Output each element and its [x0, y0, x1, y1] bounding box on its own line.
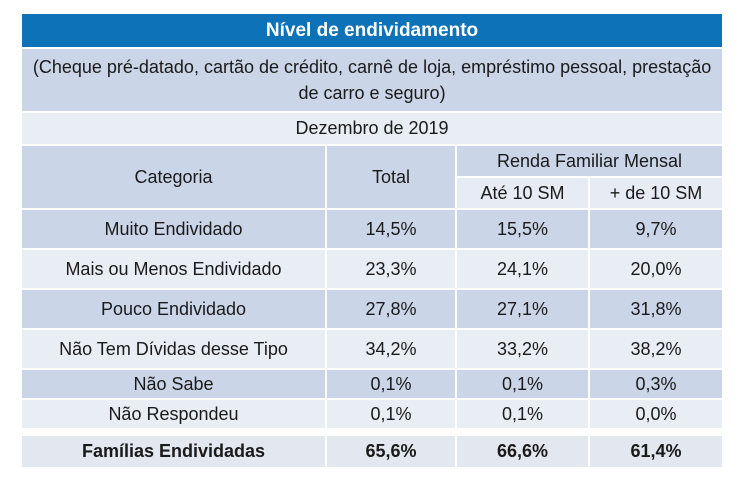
- row-label: Famílias Endividadas: [22, 436, 325, 467]
- summary-row: Famílias Endividadas 65,6% 66,6% 61,4%: [22, 436, 723, 467]
- table-row: Mais ou Menos Endividado 23,3% 24,1% 20,…: [22, 250, 723, 288]
- row-separator: [22, 430, 722, 434]
- spacer: [22, 430, 722, 434]
- cell-mais-10-sm: 61,4%: [590, 436, 723, 467]
- column-header-mais-de-10-sm: + de 10 SM: [590, 178, 723, 208]
- cell-ate-10-sm: 33,2%: [457, 330, 588, 368]
- cell-total: 23,3%: [327, 250, 455, 288]
- cell-ate-10-sm: 0,1%: [457, 370, 588, 398]
- row-label: Não Tem Dívidas desse Tipo: [22, 330, 325, 368]
- cell-ate-10-sm: 24,1%: [457, 250, 588, 288]
- cell-ate-10-sm: 66,6%: [457, 436, 588, 467]
- cell-total: 65,6%: [327, 436, 455, 467]
- subtitle-row: (Cheque pré-datado, cartão de crédito, c…: [22, 49, 723, 111]
- header-row-top: Categoria Total Renda Familiar Mensal: [22, 146, 723, 208]
- table-row: Pouco Endividado 27,8% 27,1% 31,8%: [22, 290, 723, 328]
- debt-level-table: Nível de endividamento (Cheque pré-datad…: [20, 12, 724, 469]
- row-label: Muito Endividado: [22, 210, 325, 248]
- cell-total: 0,1%: [327, 400, 455, 428]
- table-period: Dezembro de 2019: [22, 113, 723, 144]
- cell-mais-10-sm: 0,3%: [590, 370, 723, 398]
- cell-mais-10-sm: 20,0%: [590, 250, 723, 288]
- table-subtitle: (Cheque pré-datado, cartão de crédito, c…: [22, 49, 723, 111]
- title-row: Nível de endividamento: [22, 14, 723, 47]
- row-label: Pouco Endividado: [22, 290, 325, 328]
- cell-total: 34,2%: [327, 330, 455, 368]
- period-row: Dezembro de 2019: [22, 113, 723, 144]
- cell-total: 14,5%: [327, 210, 455, 248]
- cell-mais-10-sm: 9,7%: [590, 210, 723, 248]
- column-header-total: Total: [327, 146, 455, 208]
- cell-mais-10-sm: 38,2%: [590, 330, 723, 368]
- cell-ate-10-sm: 27,1%: [457, 290, 588, 328]
- table-row: Muito Endividado 14,5% 15,5% 9,7%: [22, 210, 723, 248]
- cell-total: 0,1%: [327, 370, 455, 398]
- cell-ate-10-sm: 0,1%: [457, 400, 588, 428]
- column-header-ate-10-sm: Até 10 SM: [457, 178, 588, 208]
- row-label: Não Sabe: [22, 370, 325, 398]
- header-row-sub: Até 10 SM + de 10 SM: [22, 178, 723, 208]
- table-row: Não Sabe 0,1% 0,1% 0,3%: [22, 370, 723, 398]
- cell-total: 27,8%: [327, 290, 455, 328]
- column-header-categoria: Categoria: [22, 146, 325, 208]
- table-row: Não Tem Dívidas desse Tipo 34,2% 33,2% 3…: [22, 330, 723, 368]
- cell-mais-10-sm: 31,8%: [590, 290, 723, 328]
- row-label: Mais ou Menos Endividado: [22, 250, 325, 288]
- column-group-header-renda-familiar-mensal: Renda Familiar Mensal: [457, 146, 723, 176]
- cell-ate-10-sm: 15,5%: [457, 210, 588, 248]
- row-label: Não Respondeu: [22, 400, 325, 428]
- table-title: Nível de endividamento: [22, 14, 723, 47]
- cell-mais-10-sm: 0,0%: [590, 400, 723, 428]
- table-row: Não Respondeu 0,1% 0,1% 0,0%: [22, 400, 723, 428]
- page: Nível de endividamento (Cheque pré-datad…: [20, 12, 724, 469]
